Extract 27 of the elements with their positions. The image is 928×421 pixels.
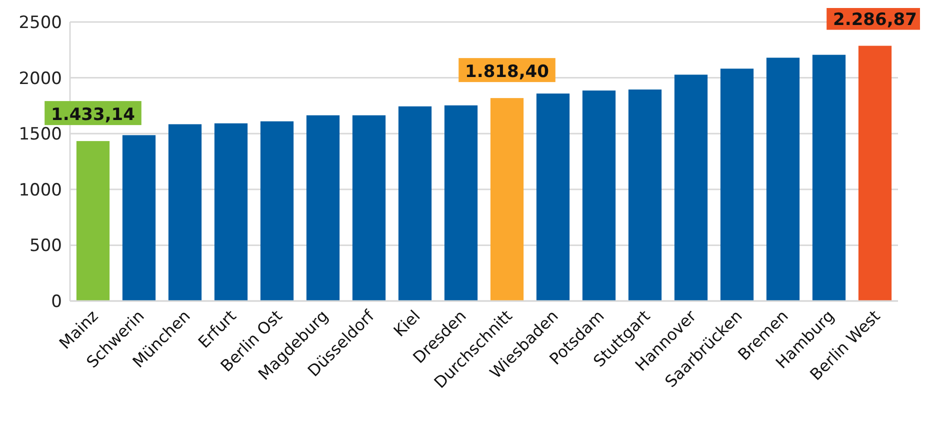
bar — [352, 115, 386, 301]
y-tick-label: 1000 — [18, 180, 62, 200]
data-label: 2.286,87 — [833, 10, 917, 30]
bar — [720, 68, 754, 301]
y-tick-label: 2000 — [18, 68, 62, 89]
bar — [490, 98, 524, 301]
y-tick-label: 0 — [51, 292, 62, 312]
bar — [628, 90, 662, 301]
bar — [536, 94, 570, 301]
bar — [122, 135, 156, 301]
bar — [306, 115, 340, 301]
bar — [398, 106, 432, 301]
y-tick-label: 500 — [30, 236, 62, 256]
bar — [582, 90, 616, 301]
bar — [76, 141, 110, 301]
bar — [444, 105, 478, 301]
bar — [766, 58, 800, 301]
data-label: 1.433,14 — [51, 105, 136, 126]
bar — [168, 124, 202, 301]
y-tick-label: 1500 — [18, 124, 62, 145]
data-label: 1.818,40 — [465, 62, 550, 82]
bar — [812, 54, 846, 301]
bar — [674, 74, 708, 301]
bar — [858, 46, 892, 301]
bar — [260, 121, 294, 301]
y-tick-label: 2500 — [18, 12, 62, 33]
bar — [214, 123, 248, 301]
